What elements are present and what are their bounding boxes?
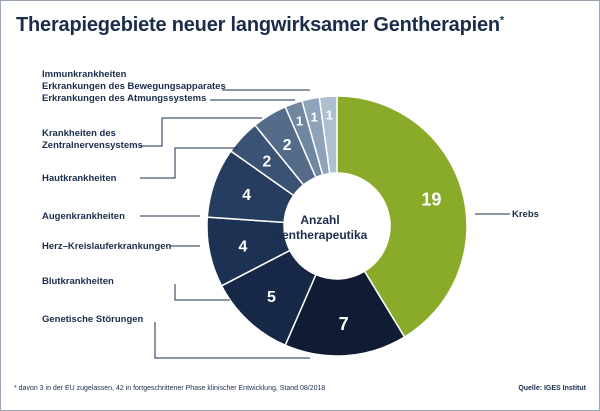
source-note: Quelle: IGES Institut: [518, 385, 586, 392]
category-label-krebs: Krebs: [512, 209, 539, 220]
category-label-krankheiten-des-zentralnervensystems: Krankheiten des Zentralnervensystems: [42, 128, 143, 151]
category-label-blutkrankheiten: Blutkrankheiten: [42, 276, 114, 287]
leader-line-krankheiten-des-zentralnervensystems: [140, 117, 262, 147]
slice-genetische-störungen: [284, 270, 406, 357]
value-label-erkrankungen-des-bewegungsapparates: 1: [311, 109, 318, 124]
category-label-erkrankungen-des-atmungssystems: Erkrankungen des Atmungssystems: [42, 93, 206, 104]
chart-title: Therapiegebiete neuer langwirksamer Gent…: [16, 14, 504, 36]
category-label-genetische-störungen: Genetische Störungen: [42, 314, 144, 325]
value-label-blutkrankheiten: 5: [267, 289, 276, 306]
category-label-augenkrankheiten: Augenkrankheiten: [42, 211, 125, 222]
leader-line-hautkrankheiten: [140, 147, 238, 179]
value-label-krankheiten-des-zentralnervensystems: 2: [283, 137, 292, 154]
value-label-immunkrankheiten: 1: [326, 107, 333, 122]
category-label-immunkrankheiten: Immunkrankheiten: [42, 69, 127, 80]
category-label-erkrankungen-des-bewegungsapparates: Erkrankungen des Bewegungsapparates: [42, 81, 226, 92]
leader-line-genetische-störungen: [154, 322, 310, 359]
category-label-hautkrankheiten: Hautkrankheiten: [42, 173, 117, 184]
center-label-line-1: Anzahl: [300, 213, 339, 227]
leader-line-blutkrankheiten: [174, 284, 230, 301]
value-label-augenkrankheiten: 4: [242, 187, 251, 204]
category-label-herz-kreislauferkrankungen: Herz–Kreislauferkrankungen: [42, 241, 172, 252]
value-label-genetische-störungen: 7: [339, 314, 349, 334]
value-label-herz-kreislauferkrankungen: 4: [239, 239, 248, 256]
slice-immunkrankheiten: [318, 95, 338, 175]
value-label-krebs: 19: [421, 190, 441, 210]
value-label-hautkrankheiten: 2: [262, 153, 271, 170]
center-label-line-2: Gentherapeutika: [273, 228, 368, 242]
slice-krebs: [336, 95, 468, 339]
value-label-erkrankungen-des-atmungssystems: 1: [296, 113, 303, 128]
footnote: * davon 3 in der EU zugelassen, 42 in fo…: [14, 385, 326, 392]
